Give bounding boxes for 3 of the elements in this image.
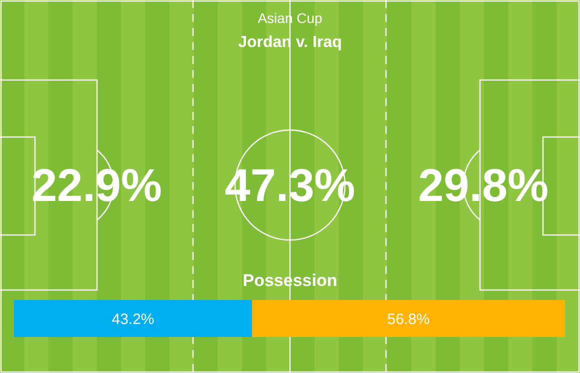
text: Jordan v. Iraq [237, 34, 343, 52]
data-label: 56.8% [387, 310, 430, 328]
data-label: 43.2% [112, 310, 154, 328]
